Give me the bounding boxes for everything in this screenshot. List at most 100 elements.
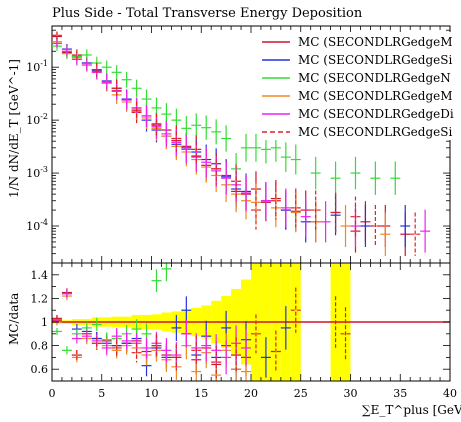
data-point <box>191 113 202 138</box>
ratio-point <box>171 344 182 371</box>
data-point <box>101 60 112 74</box>
data-point <box>61 45 72 57</box>
data-point <box>131 79 142 97</box>
data-point <box>121 71 132 88</box>
ratio-point <box>141 337 152 359</box>
data-point <box>181 135 192 164</box>
ratio-point <box>52 315 62 322</box>
data-point <box>410 212 421 256</box>
ratio-point <box>251 314 261 354</box>
ratio-point <box>340 307 351 361</box>
x-axis-label: ∑E_T^plus [GeV] <box>362 403 461 417</box>
y-tick-label: 1.2 <box>31 292 49 305</box>
upper-marks <box>52 31 431 256</box>
ratio-point <box>71 350 82 361</box>
ratio-point <box>201 330 212 361</box>
data-point <box>71 49 82 61</box>
data-point <box>171 125 182 152</box>
data-point <box>350 156 361 190</box>
data-point <box>330 192 341 233</box>
ratio-point <box>191 335 202 365</box>
x-tick-label: 35 <box>393 387 407 400</box>
ratio-point <box>171 314 182 341</box>
y-tick-label: 1 <box>41 316 48 329</box>
data-point <box>251 190 261 230</box>
data-point <box>280 142 291 172</box>
data-point <box>241 174 251 212</box>
y-tick-label: 10-3 <box>26 165 48 180</box>
ratio-point <box>161 263 172 282</box>
lower-plot-area: 0.6 0.8 1 1.2 1.4 0 5 10 15 20 25 30 35 40 <box>31 262 457 400</box>
data-point <box>121 90 132 110</box>
y-tick-label: 1.4 <box>31 269 49 282</box>
data-point <box>131 101 142 124</box>
ratio-point <box>121 331 132 350</box>
data-point <box>270 182 281 220</box>
ratio-point <box>61 289 72 298</box>
data-point <box>290 144 301 175</box>
ratio-point <box>151 334 162 357</box>
legend-entry: MC (SECONDLRGedgeDi <box>262 107 454 121</box>
ratio-point <box>111 342 122 359</box>
ratio-point <box>221 340 232 375</box>
legend-entry: MC (SECONDLRGedgeSi <box>262 125 452 139</box>
data-point <box>370 161 381 195</box>
y-tick-label: 0.8 <box>31 340 49 353</box>
data-point <box>241 133 251 162</box>
data-point <box>400 204 411 247</box>
ratio-point <box>151 269 162 293</box>
legend-background <box>258 32 458 140</box>
data-point <box>310 156 321 190</box>
data-point <box>111 79 122 97</box>
legend-label: MC (SECONDLRGedgeSi <box>298 53 452 67</box>
data-point <box>300 196 311 237</box>
legend-entry: MC (SECONDLRGedgeN <box>262 71 451 85</box>
data-point <box>151 113 162 138</box>
ratio-point <box>260 337 271 378</box>
data-point <box>390 161 401 195</box>
x-tick-label: 25 <box>294 387 308 400</box>
legend-label: MC (SECONDLRGedgeM <box>298 89 453 103</box>
ratio-point <box>61 346 72 355</box>
legend-entry: MC (SECONDLRGedgeM <box>262 35 453 49</box>
data-point <box>310 190 321 230</box>
legend-entry: MC (SECONDLRGedgeM <box>262 89 453 103</box>
x-tick-label: 0 <box>49 387 56 400</box>
ratio-point <box>270 330 281 373</box>
data-point <box>141 104 152 128</box>
data-point <box>52 31 62 40</box>
ratio-point <box>52 328 62 335</box>
data-point <box>111 65 122 80</box>
upper-plot-area: 10-1 10-2 10-3 10-4 <box>26 25 451 264</box>
y-tick-label: 10-4 <box>26 218 48 233</box>
legend-entry: MC (SECONDLRGedgeSi <box>262 53 452 67</box>
data-point <box>101 74 112 91</box>
data-point <box>111 82 122 101</box>
data-point <box>231 164 242 199</box>
data-point <box>260 182 271 220</box>
data-point <box>420 209 431 253</box>
data-point <box>380 212 391 256</box>
lower-marks <box>52 263 351 381</box>
ratio-point <box>91 317 102 331</box>
data-point <box>191 135 202 164</box>
y-tick-label: 0.6 <box>31 363 49 376</box>
ratio-point <box>81 330 92 342</box>
legend: MC (SECONDLRGedgeM MC (SECONDLRGedgeSi MC … <box>258 32 458 140</box>
uncertainty-band <box>52 263 450 381</box>
data-point <box>330 161 341 195</box>
ratio-point <box>71 333 82 344</box>
x-tick-label: 40 <box>443 387 457 400</box>
x-tick-label: 10 <box>145 387 159 400</box>
data-point <box>360 204 371 247</box>
data-point <box>201 115 212 140</box>
data-point <box>251 133 261 162</box>
data-point <box>91 62 102 77</box>
data-point <box>320 201 331 243</box>
y-tick-label: 10-2 <box>26 112 48 127</box>
lower-ticks: 0.6 0.8 1 1.2 1.4 0 5 10 15 20 25 30 35 40 <box>31 262 457 400</box>
data-point <box>340 204 351 247</box>
data-point <box>211 153 222 185</box>
ratio-point <box>111 339 122 357</box>
